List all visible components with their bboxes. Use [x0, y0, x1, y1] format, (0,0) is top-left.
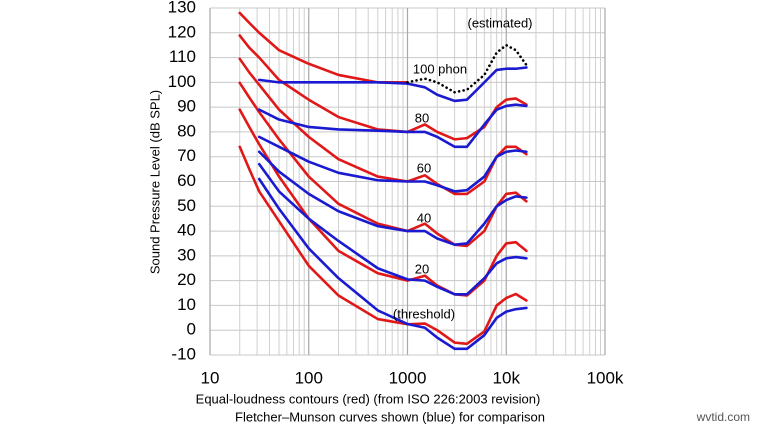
y-tick-label: 110 — [169, 47, 196, 66]
curve — [257, 162, 528, 296]
annotation: 40 — [417, 210, 431, 225]
x-tick-label: 10k — [493, 368, 521, 387]
curve — [406, 43, 528, 94]
x-tick-label: 10 — [201, 368, 220, 387]
x-tick-label: 1000 — [389, 368, 427, 387]
x-tick-label: 100k — [587, 368, 624, 387]
y-tick-label: 80 — [177, 121, 196, 140]
annotation: (threshold) — [393, 306, 455, 321]
y-tick-label: 60 — [177, 171, 196, 190]
y-tick-label: 70 — [177, 146, 196, 165]
y-tick-label: 120 — [168, 22, 196, 41]
y-tick-label: 50 — [177, 196, 196, 215]
x-axis-label: Equal-loudness contours (red) (from ISO … — [196, 391, 541, 406]
curve — [238, 34, 528, 141]
annotation: 20 — [415, 261, 429, 276]
y-tick-label: 130 — [168, 0, 196, 16]
x-tick-label: 100 — [295, 368, 323, 387]
y-tick-label: 10 — [177, 295, 196, 314]
curve — [238, 145, 528, 346]
annotation: 80 — [415, 110, 429, 125]
curve — [257, 177, 528, 351]
y-tick-label: 40 — [177, 221, 196, 240]
y-tick-label: 100 — [168, 72, 196, 91]
y-tick-label: 0 — [187, 320, 196, 339]
annotation: 60 — [417, 160, 431, 175]
annotation: 100 phon — [413, 61, 467, 76]
curve — [238, 81, 528, 248]
curve — [257, 150, 528, 246]
y-tick-label: 20 — [177, 270, 196, 289]
curve — [257, 103, 528, 149]
annotation: (estimated) — [467, 15, 532, 30]
x-axis-label: Fletcher–Munson curves shown (blue) for … — [235, 409, 545, 424]
curve — [257, 66, 528, 103]
curve — [238, 57, 528, 196]
curve — [257, 135, 528, 193]
y-tick-label: 30 — [177, 245, 196, 264]
watermark: wvtid.com — [696, 410, 750, 424]
y-tick-label: -10 — [171, 344, 196, 363]
y-tick-label: 90 — [177, 97, 196, 116]
y-axis-label: Sound Pressure Level (dB SPL) — [147, 90, 162, 274]
